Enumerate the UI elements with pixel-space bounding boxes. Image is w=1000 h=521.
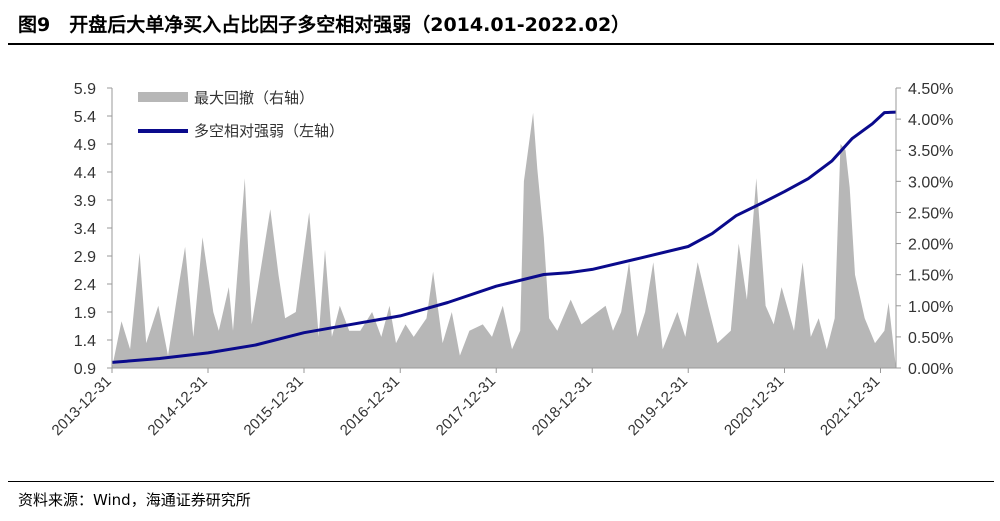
left-tick-label: 4.4 <box>74 165 96 182</box>
left-tick-label: 5.4 <box>74 109 96 126</box>
x-tick-label: 2016-12-31 <box>337 373 403 439</box>
legend-label-drawdown: 最大回撤（右轴） <box>194 90 314 107</box>
right-tick-label: 0.50% <box>908 330 953 347</box>
x-axis-ticks: 2013-12-31 2014-12-31 2015-12-31 2016-12-31… <box>49 368 883 439</box>
x-tick-label: 2019-12-31 <box>625 373 691 439</box>
title-divider <box>8 43 994 45</box>
left-axis-ticks: 0.9 1.4 1.9 2.4 2.9 3.4 3.9 4.4 4.9 5.4 5.9 <box>74 81 112 378</box>
x-tick-label: 2015-12-31 <box>241 373 307 439</box>
source-note: 资料来源：Wind，海通证券研究所 <box>18 491 251 509</box>
right-tick-label: 4.50% <box>908 81 953 98</box>
right-tick-label: 1.50% <box>908 268 953 285</box>
right-tick-label: 3.00% <box>908 174 953 191</box>
chart-svg: 0.91.41.92.42.93.43.94.44.95.45.9 0.00%0… <box>49 81 954 439</box>
left-tick-label: 0.9 <box>74 361 96 378</box>
right-tick-label: 1.00% <box>908 299 953 316</box>
x-tick-label: 2014-12-31 <box>145 373 211 439</box>
legend-label-strength: 多空相对强弱（左轴） <box>194 123 344 140</box>
left-tick-label: 2.9 <box>74 249 96 266</box>
legend: 最大回撤（右轴） 多空相对强弱（左轴） <box>138 90 344 140</box>
drawdown-area <box>112 112 896 369</box>
left-tick-label: 1.4 <box>74 333 96 350</box>
right-tick-label: 2.50% <box>908 205 953 222</box>
right-axis-ticks: 0.00% 0.50% 1.00% 1.50% 2.00% 2.50% 3.00% 3.50%… <box>896 81 953 378</box>
x-tick-label: 2021-12-31 <box>817 373 883 439</box>
legend-swatch-drawdown <box>138 92 188 102</box>
strength-line-layer <box>111 110 897 364</box>
left-tick-label: 5.9 <box>74 81 96 98</box>
left-tick-label: 3.4 <box>74 221 96 238</box>
left-tick-label: 1.9 <box>74 305 96 322</box>
right-tick-label: 0.00% <box>908 361 953 378</box>
figure-title-bar: 图9 开盘后大单净买入占比因子多空相对强弱（2014.01-2022.02） <box>0 0 1000 44</box>
footer-divider <box>8 481 994 482</box>
strength-line <box>111 110 897 364</box>
left-tick-label: 2.4 <box>74 277 96 294</box>
chart-area: 0.9 1.4 1.9 2.4 2.9 3.4 3.9 4.4 4.9 5.4 5.9 0.00% 0… <box>0 45 1000 480</box>
x-tick-label: 2020-12-31 <box>721 373 787 439</box>
left-tick-label: 4.9 <box>74 137 96 154</box>
x-tick-label: 2018-12-31 <box>529 373 595 439</box>
right-tick-label: 2.00% <box>908 237 953 254</box>
left-tick-label: 3.9 <box>74 193 96 210</box>
right-tick-label: 4.00% <box>908 112 953 129</box>
x-tick-label: 2013-12-31 <box>49 373 115 439</box>
drawdown-area-layer <box>112 112 896 369</box>
x-tick-label: 2017-12-31 <box>433 373 499 439</box>
right-tick-label: 3.50% <box>908 143 953 160</box>
figure-title: 图9 开盘后大单净买入占比因子多空相对强弱（2014.01-2022.02） <box>18 14 631 36</box>
